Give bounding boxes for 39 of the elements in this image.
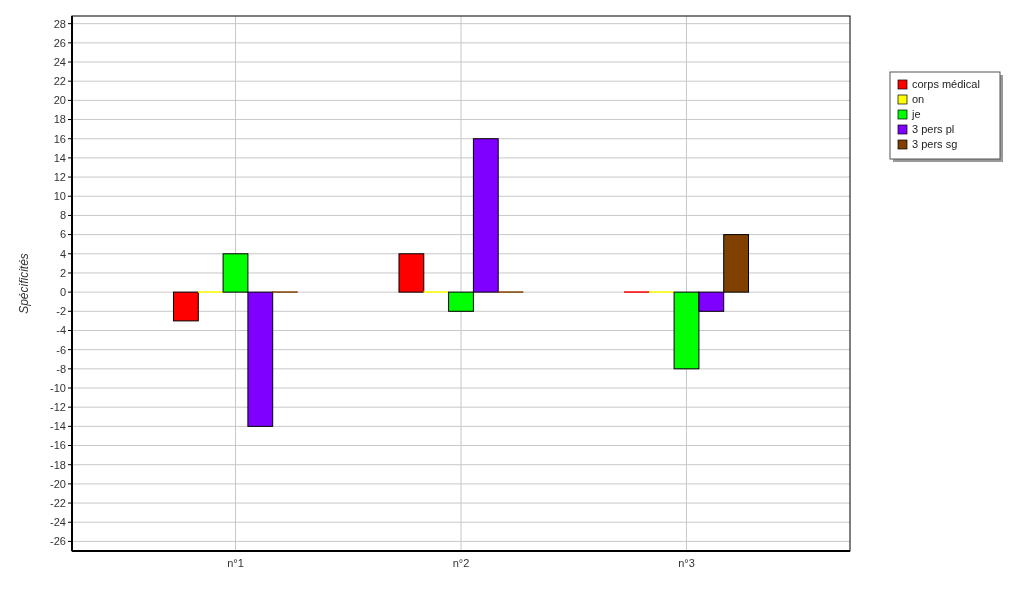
bar [172, 291, 199, 322]
y-tick-label: 16 [53, 132, 66, 145]
y-tick-label: 20 [53, 94, 66, 107]
x-tick-label: n°3 [678, 557, 695, 569]
y-tick-label: -18 [50, 458, 66, 471]
legend-label: je [911, 108, 921, 120]
y-tick-label: -24 [50, 516, 66, 529]
x-tick-label: n°1 [227, 557, 244, 569]
y-tick-label: 22 [53, 75, 66, 88]
y-tick-label: -22 [50, 496, 66, 509]
y-axis-title: Spécificités [17, 253, 31, 314]
y-tick-label: 24 [53, 55, 66, 68]
x-tick-label: n°2 [452, 557, 470, 569]
y-tick-label: -10 [50, 381, 66, 394]
y-tick-label: 10 [53, 190, 66, 203]
y-tick-label: -4 [56, 324, 66, 337]
y-tick-label: -14 [50, 420, 66, 433]
y-tick-label: 0 [59, 285, 66, 298]
y-tick-label: -12 [50, 401, 66, 414]
y-tick-label: -26 [50, 535, 66, 548]
y-tick-label: 26 [53, 36, 66, 49]
y-tick-label: 6 [59, 228, 66, 241]
y-tick-label: -16 [50, 439, 66, 452]
y-tick-label: 2 [59, 266, 66, 279]
y-tick-label: -8 [56, 362, 66, 375]
y-tick-label: 12 [53, 170, 66, 183]
y-tick-label: -20 [50, 477, 66, 490]
y-tick-label: -6 [56, 343, 66, 356]
y-tick-label: 4 [59, 247, 66, 260]
bar [398, 253, 425, 293]
legend-label: 3 pers pl [912, 123, 955, 135]
y-tick-label: -2 [56, 305, 66, 318]
y-tick-label: 28 [53, 17, 66, 30]
legend-label: 3 pers sg [912, 138, 958, 150]
legend-label: corps médical [912, 78, 980, 90]
y-tick-label: 8 [59, 209, 66, 222]
legend-label: on [912, 93, 925, 105]
y-tick-label: 18 [53, 113, 66, 126]
y-tick-label: 14 [53, 151, 66, 164]
